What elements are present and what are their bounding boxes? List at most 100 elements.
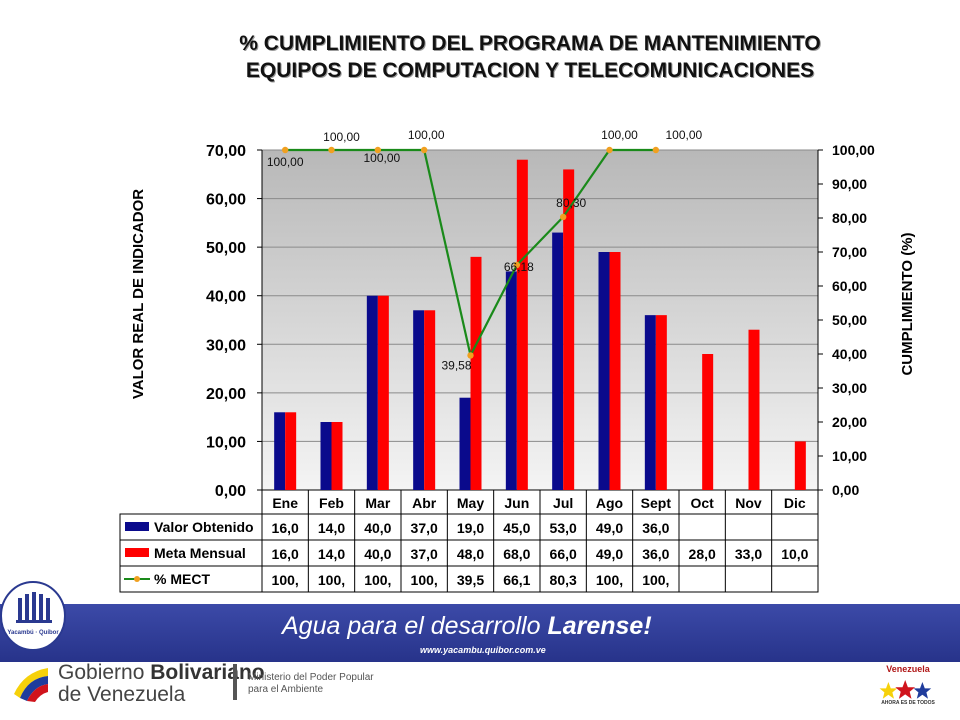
bar-valor-obtenido xyxy=(413,310,425,490)
line-mect-point xyxy=(652,146,660,154)
table-cell: 14,0 xyxy=(318,546,345,562)
x-tick-label: Jul xyxy=(553,495,573,511)
x-tick-label: Feb xyxy=(319,495,344,511)
bar-valor-obtenido xyxy=(274,412,286,490)
venezuela-campaign-logo xyxy=(879,680,932,699)
table-cell: 45,0 xyxy=(503,520,530,536)
bar-valor-obtenido xyxy=(459,397,471,490)
table-cell: 33,0 xyxy=(735,546,762,562)
table-cell: 53,0 xyxy=(550,520,577,536)
bar-valor-obtenido xyxy=(644,315,656,490)
logo-caption: Yacambú · Quíbor xyxy=(7,630,59,636)
y-tick-label: 50,00 xyxy=(206,240,246,257)
table-cell: 66,0 xyxy=(550,546,577,562)
gobierno-line1: Gobierno xyxy=(58,661,151,684)
table-cell: 48,0 xyxy=(457,546,484,562)
bar-meta-mensual xyxy=(609,252,621,490)
bar-valor-obtenido xyxy=(366,295,378,490)
line-mect-point xyxy=(374,146,382,154)
bar-meta-mensual xyxy=(563,169,575,490)
y2-tick-label: 90,00 xyxy=(832,176,867,192)
plot-area xyxy=(262,150,818,490)
table-cell: 37,0 xyxy=(411,520,438,536)
table-cell: 36,0 xyxy=(642,546,669,562)
table-cell: 68,0 xyxy=(503,546,530,562)
bar-meta-mensual xyxy=(470,256,482,490)
legend-entry: Valor Obtenido xyxy=(154,519,254,535)
chart-title: % CUMPLIMIENTO DEL PROGRAMA DE MANTENIMI… xyxy=(130,30,930,84)
table-cell: 66,1 xyxy=(503,572,530,588)
x-tick-label: Dic xyxy=(784,495,806,511)
y-tick-label: 70,00 xyxy=(206,143,246,160)
table-cell: 49,0 xyxy=(596,546,623,562)
slogan-text: Agua para el desarrollo xyxy=(282,612,548,640)
table-cell: 100, xyxy=(411,572,438,588)
table-cell: 100, xyxy=(364,572,391,588)
bar-meta-mensual xyxy=(285,412,297,490)
line-point-label: 100,00 xyxy=(601,128,638,142)
table-cell: 100, xyxy=(596,572,623,588)
y-tick-label: 40,00 xyxy=(206,289,246,306)
x-tick-label: Oct xyxy=(690,495,714,511)
line-point-label: 66,18 xyxy=(504,260,534,274)
bar-meta-mensual xyxy=(655,315,667,490)
bar-meta-mensual xyxy=(516,159,528,490)
line-point-label: 80,30 xyxy=(556,196,586,210)
slogan-bold: Larense! xyxy=(547,612,652,640)
ministerio-line2: para el Ambiente xyxy=(248,684,324,695)
table-cell: 37,0 xyxy=(411,546,438,562)
chart-title-line-2: EQUIPOS DE COMPUTACION Y TELECOMUNICACIO… xyxy=(245,59,815,82)
x-tick-label: Sept xyxy=(641,495,672,511)
y2-tick-label: 80,00 xyxy=(832,210,867,226)
y-tick-label: 0,00 xyxy=(215,483,246,500)
bar-meta-mensual xyxy=(424,310,436,490)
table-cell: 36,0 xyxy=(642,520,669,536)
table-frame xyxy=(119,513,819,593)
venezuela-label: Venezuela xyxy=(886,664,930,674)
line-point-label: 39,58 xyxy=(441,358,471,372)
line-mect-point xyxy=(420,146,428,154)
legend-entry: Meta Mensual xyxy=(154,545,246,561)
legend-key-meta-mensual xyxy=(125,548,149,557)
line-mect-point xyxy=(281,146,289,154)
x-tick-label: Mar xyxy=(365,495,390,511)
x-tick-label: Jun xyxy=(504,495,529,511)
bar-meta-mensual xyxy=(748,329,760,490)
ministerio-text: Ministerio del Poder Popular para el Amb… xyxy=(248,672,374,696)
footer-divider xyxy=(233,664,237,700)
line-point-label: 100,00 xyxy=(408,128,445,142)
line-point-label: 100,00 xyxy=(665,128,702,142)
table-cell: 10,0 xyxy=(781,546,808,562)
table-cell: 40,0 xyxy=(364,520,391,536)
bar-valor-obtenido xyxy=(320,422,332,490)
y2-tick-label: 50,00 xyxy=(832,312,867,328)
table-cell: 80,3 xyxy=(550,572,577,588)
line-mect-point xyxy=(606,146,613,154)
y-tick-label: 30,00 xyxy=(206,337,246,354)
bar-meta-mensual xyxy=(377,295,389,490)
website-url[interactable]: www.yacambu.quibor.com.ve xyxy=(420,645,546,655)
venezuela-sub: AHORA ES DE TODOS xyxy=(881,700,935,706)
y2-tick-label: 10,00 xyxy=(832,448,867,464)
x-tick-label: Abr xyxy=(412,495,437,511)
table-cell: 49,0 xyxy=(596,520,623,536)
bar-valor-obtenido xyxy=(505,271,517,490)
chart-title-line-1: % CUMPLIMIENTO DEL PROGRAMA DE MANTENIMI… xyxy=(239,32,821,55)
y2-tick-label: 20,00 xyxy=(832,414,867,430)
legend-entry: % MECT xyxy=(154,571,210,587)
y-tick-label: 60,00 xyxy=(206,192,246,209)
venezuela-flag-icon xyxy=(14,668,48,702)
line-mect-point xyxy=(513,261,521,269)
bar-meta-mensual xyxy=(794,441,806,490)
line-point-label: 100,00 xyxy=(267,155,304,169)
table-cell: 28,0 xyxy=(689,546,716,562)
y2-tick-label: 60,00 xyxy=(832,278,867,294)
slogan: Agua para el desarrollo Larense! xyxy=(282,612,652,641)
y-axis-title: VALOR REAL DE INDICADOR xyxy=(130,189,147,399)
table-cell: 14,0 xyxy=(318,520,345,536)
table-cell: 100, xyxy=(318,572,345,588)
gobierno-line2: de Venezuela xyxy=(58,683,186,706)
line-mect-point xyxy=(559,213,567,221)
y2-tick-label: 100,00 xyxy=(832,142,875,158)
table-cell: 16,0 xyxy=(272,546,299,562)
